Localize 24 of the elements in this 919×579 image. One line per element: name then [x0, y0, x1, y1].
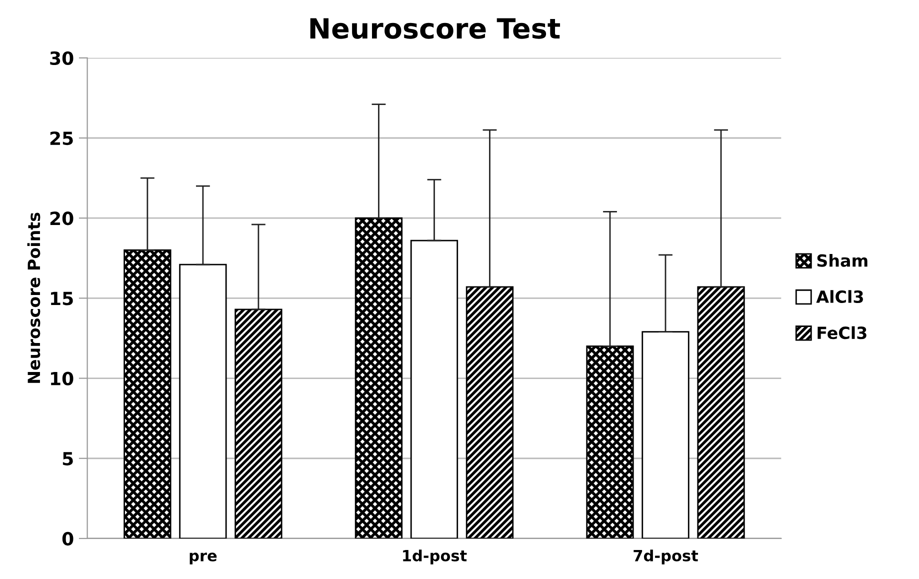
bar [697, 286, 745, 538]
y-tick-label: 20 [50, 212, 74, 226]
y-tick-label: 25 [50, 131, 73, 146]
x-tick-label: 1d-post [403, 550, 467, 564]
bar [410, 240, 458, 538]
x-tick-label: pre [190, 552, 217, 564]
legend-label: Sham [817, 254, 868, 267]
y-axis-title: Neuroscore Points [27, 212, 40, 383]
bar [234, 308, 282, 538]
x-tick-label: 7d-post [634, 550, 698, 564]
y-tick-label: 30 [50, 51, 74, 66]
bar [466, 286, 514, 538]
y-tick-label: 0 [62, 532, 74, 546]
chart-title: Neuroscore Test [310, 18, 560, 39]
bar [354, 217, 403, 538]
y-tick-label: 5 [62, 452, 73, 466]
legend-label: FeCl3 [818, 326, 866, 340]
bar [586, 346, 634, 538]
y-tick-label: 15 [51, 292, 73, 306]
legend-label: AlCl3 [816, 290, 863, 304]
bar [124, 249, 172, 538]
y-tick-label: 10 [51, 372, 74, 386]
bar [179, 264, 227, 538]
bar [642, 331, 690, 538]
